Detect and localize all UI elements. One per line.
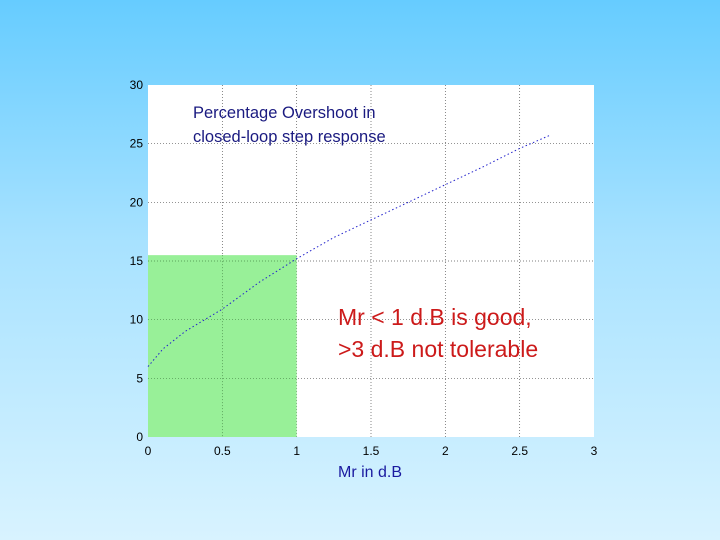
x-tick-label: 0 (145, 444, 152, 458)
grid-lines (148, 85, 594, 437)
x-tick-label: 2 (442, 444, 449, 458)
y-tick-label: 10 (130, 313, 144, 327)
x-tick-label: 1 (293, 444, 300, 458)
annotation-overshoot: Percentage Overshoot in closed-loop step… (193, 104, 386, 146)
annotation-overshoot-line-1: Percentage Overshoot in (193, 104, 376, 122)
x-tick-label: 2.5 (511, 444, 528, 458)
x-tick-label: 1.5 (363, 444, 380, 458)
y-tick-labels: 0 5 10 15 20 25 30 (130, 78, 144, 444)
y-tick-label: 25 (130, 137, 144, 151)
y-tick-label: 0 (136, 430, 143, 444)
y-tick-label: 20 (130, 195, 144, 209)
y-tick-label: 30 (130, 78, 144, 92)
annotation-tolerance-line-2: >3 d.B not tolerable (338, 336, 538, 362)
x-tick-labels: 0 0.5 1 1.5 2 2.5 3 (145, 444, 598, 458)
x-axis-label: Mr in d.B (338, 464, 402, 481)
annotation-tolerance-line-1: Mr < 1 d.B is good, (338, 304, 532, 330)
annotation-overshoot-line-2: closed-loop step response (193, 128, 386, 146)
y-tick-label: 15 (130, 254, 144, 268)
annotation-tolerance: Mr < 1 d.B is good, >3 d.B not tolerable (338, 304, 538, 362)
x-tick-label: 3 (591, 444, 598, 458)
x-tick-label: 0.5 (214, 444, 231, 458)
grid-lines-over-region (148, 255, 297, 437)
y-tick-label: 5 (136, 371, 143, 385)
